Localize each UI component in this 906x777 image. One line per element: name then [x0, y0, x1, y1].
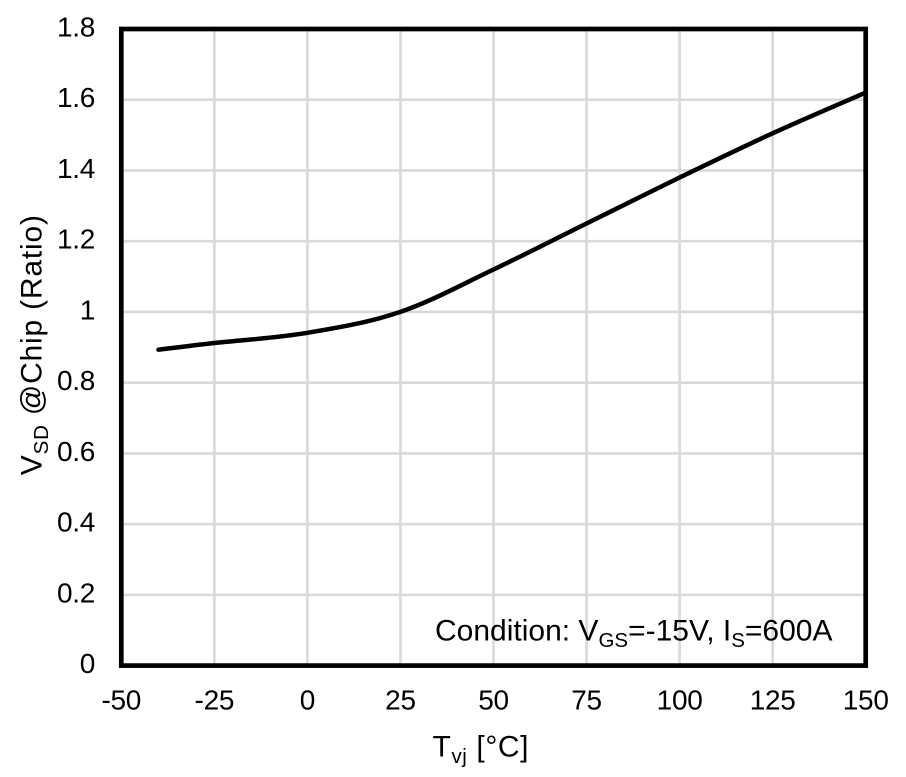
svg-text:0: 0 [300, 684, 315, 715]
svg-text:1.4: 1.4 [57, 153, 95, 184]
svg-text:0: 0 [80, 648, 95, 679]
svg-text:150: 150 [843, 684, 889, 715]
svg-text:-50: -50 [102, 684, 142, 715]
svg-text:125: 125 [750, 684, 796, 715]
svg-text:100: 100 [657, 684, 703, 715]
svg-text:0.2: 0.2 [57, 577, 95, 608]
svg-text:1.2: 1.2 [57, 224, 95, 255]
svg-text:Tvj [°C]: Tvj [°C] [433, 731, 530, 769]
svg-text:75: 75 [571, 684, 602, 715]
svg-text:0.6: 0.6 [57, 436, 95, 467]
svg-text:1: 1 [80, 294, 95, 325]
svg-text:Condition: VGS=-15V, IS=600A: Condition: VGS=-15V, IS=600A [435, 614, 832, 652]
svg-text:1.8: 1.8 [57, 12, 95, 43]
svg-text:-25: -25 [195, 684, 235, 715]
svg-text:1.6: 1.6 [57, 82, 95, 113]
svg-text:0.4: 0.4 [57, 507, 95, 538]
svg-text:50: 50 [478, 684, 509, 715]
svg-text:25: 25 [385, 684, 416, 715]
svg-text:0.8: 0.8 [57, 365, 95, 396]
svg-text:VSD @Chip (Ratio): VSD @Chip (Ratio) [15, 214, 53, 475]
